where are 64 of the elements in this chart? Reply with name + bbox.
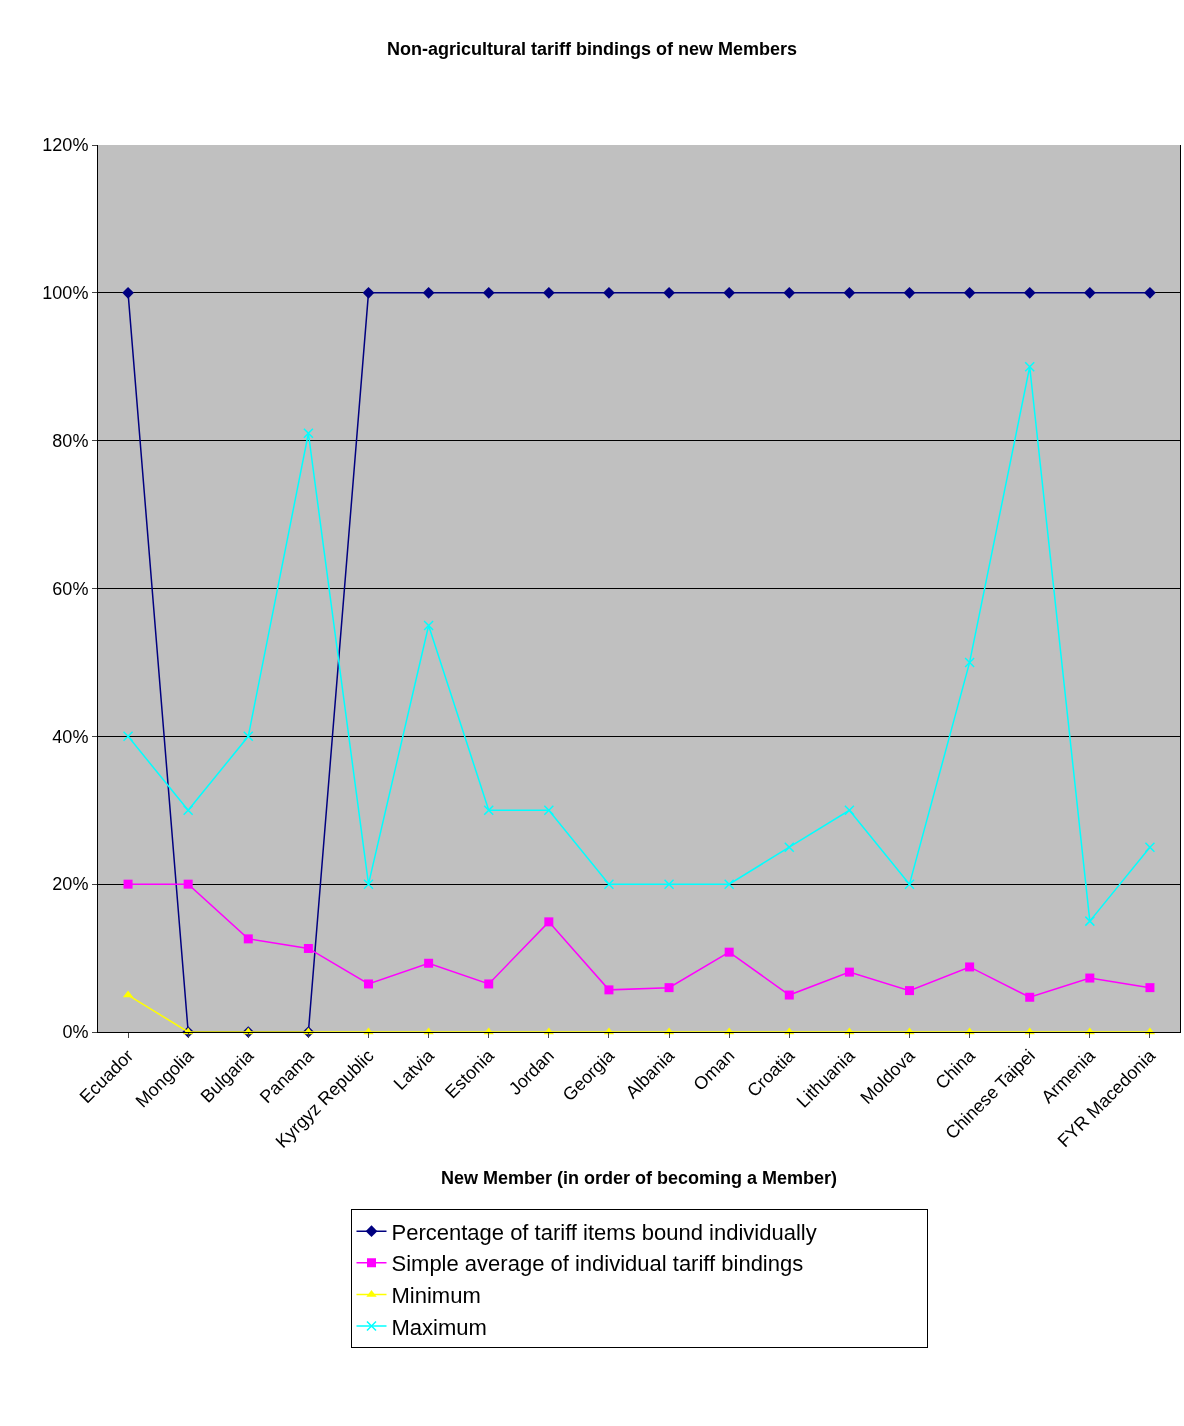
point [364, 979, 373, 989]
point [1145, 983, 1155, 993]
point [423, 620, 434, 631]
point [844, 967, 854, 977]
point [1025, 992, 1035, 1002]
y-tick-label: 0% [62, 1022, 89, 1043]
y-tick-label: 80% [52, 430, 89, 451]
point [784, 990, 794, 1000]
point [183, 879, 193, 889]
point [1085, 973, 1095, 983]
legend-label: Minimum [391, 1282, 481, 1308]
y-tick-label: 120% [42, 135, 89, 156]
y-tick-label: 100% [42, 283, 89, 304]
legend-label: Percentage of tariff items bound individually [391, 1219, 817, 1245]
point [783, 286, 796, 299]
point [483, 805, 494, 816]
point [903, 286, 916, 299]
point [604, 985, 614, 995]
chart-title: Non-agricultural tariff bindings of new Members [386, 38, 798, 59]
point [603, 878, 615, 890]
point [482, 286, 495, 299]
point [905, 986, 914, 996]
point [843, 286, 856, 299]
point [362, 286, 375, 299]
point [1144, 286, 1156, 299]
point [963, 286, 976, 299]
x-axis-title: New Member (in order of becoming a Member) [440, 1167, 838, 1188]
point [964, 657, 975, 668]
point [844, 805, 855, 816]
point [784, 841, 795, 853]
point [122, 286, 134, 299]
point [303, 943, 313, 953]
point [243, 731, 254, 742]
point [965, 962, 975, 972]
legend-label: Maximum [391, 1314, 487, 1340]
y-tick-label: 60% [52, 578, 89, 599]
point [663, 286, 675, 299]
point [724, 947, 734, 957]
point [544, 917, 554, 927]
point [543, 805, 555, 816]
point [723, 878, 735, 890]
point [1144, 841, 1156, 853]
point [1024, 361, 1035, 372]
point [424, 958, 434, 968]
point [1084, 915, 1096, 927]
y-tick-label: 40% [52, 726, 89, 747]
legend-label: Simple average of individual tariff bindings [391, 1251, 804, 1277]
point [542, 286, 555, 299]
point [422, 286, 435, 299]
point [904, 878, 915, 890]
point [303, 428, 314, 439]
y-tick-label: 20% [52, 874, 89, 895]
point [1083, 286, 1096, 299]
point [243, 934, 253, 944]
point [664, 983, 674, 993]
point [122, 731, 134, 742]
point [363, 878, 374, 890]
point [723, 286, 736, 299]
point [1023, 286, 1036, 299]
point [123, 879, 133, 889]
point [182, 805, 194, 816]
point [663, 878, 675, 890]
point [484, 979, 494, 989]
point [603, 286, 615, 299]
